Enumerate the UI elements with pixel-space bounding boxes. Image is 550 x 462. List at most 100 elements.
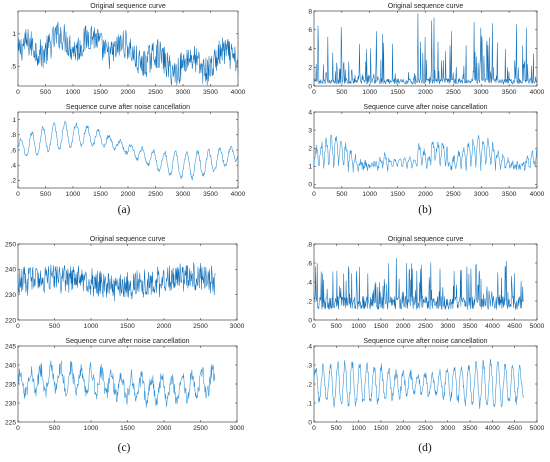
x-tick-label: 4000 bbox=[530, 191, 545, 198]
x-tick-label: 4000 bbox=[530, 89, 545, 96]
x-tick-label: 2500 bbox=[193, 323, 208, 330]
x-tick-label: 4500 bbox=[507, 425, 522, 432]
subplot-title: Sequence curve after noise cancellation bbox=[65, 338, 189, 345]
y-tick-label: 2 bbox=[308, 65, 312, 72]
series-line bbox=[313, 13, 538, 85]
y-tick-label: .2 bbox=[307, 298, 313, 305]
series-line bbox=[17, 360, 216, 408]
y-tick-label: 4 bbox=[308, 46, 312, 53]
x-tick-label: 0 bbox=[16, 425, 20, 432]
x-tick-label: 2500 bbox=[148, 89, 163, 96]
x-tick-label: 0 bbox=[16, 191, 20, 198]
y-tick-label: 245 bbox=[5, 343, 16, 350]
x-tick-label: 500 bbox=[49, 323, 60, 330]
x-tick-label: 3000 bbox=[440, 323, 455, 330]
subplot-b-denoised: Sequence curve after noise cancellation 0… bbox=[308, 104, 544, 198]
x-tick-label: 0 bbox=[312, 89, 316, 96]
x-tick-label: 3000 bbox=[474, 191, 489, 198]
x-tick-label: 3000 bbox=[230, 323, 245, 330]
x-tick-label: 3500 bbox=[463, 323, 478, 330]
x-tick-label: 2000 bbox=[418, 191, 433, 198]
x-tick-label: 2500 bbox=[446, 191, 461, 198]
x-tick-label: 4000 bbox=[231, 191, 246, 198]
x-tick-label: 3000 bbox=[176, 89, 191, 96]
y-tick-label: 240 bbox=[5, 362, 16, 369]
x-tick-label: 2500 bbox=[418, 425, 433, 432]
x-tick-label: 3000 bbox=[440, 425, 455, 432]
y-tick-label: .4 bbox=[307, 343, 313, 350]
x-tick-label: 0 bbox=[16, 89, 20, 96]
y-tick-label: .4 bbox=[307, 279, 313, 286]
series-line bbox=[313, 258, 524, 310]
x-tick-label: 1000 bbox=[66, 89, 81, 96]
x-tick-label: 3500 bbox=[463, 425, 478, 432]
x-tick-label: 3000 bbox=[176, 191, 191, 198]
x-tick-label: 1500 bbox=[120, 425, 135, 432]
x-tick-label: 500 bbox=[40, 89, 51, 96]
x-tick-label: 0 bbox=[16, 323, 20, 330]
series-line bbox=[17, 21, 239, 86]
subplot-title: Sequence curve after noise cancellation bbox=[66, 104, 190, 111]
x-tick-label: 1000 bbox=[351, 323, 366, 330]
y-tick-label: .2 bbox=[307, 381, 313, 388]
x-tick-label: 1500 bbox=[390, 191, 405, 198]
y-tick-label: 0 bbox=[308, 419, 312, 426]
x-tick-label: 2000 bbox=[157, 323, 172, 330]
plot-area bbox=[313, 111, 538, 189]
x-tick-label: 2500 bbox=[446, 89, 461, 96]
x-tick-label: 500 bbox=[40, 191, 51, 198]
x-tick-label: 3500 bbox=[502, 191, 517, 198]
y-tick-label: 225 bbox=[5, 419, 16, 426]
y-tick-label: .1 bbox=[307, 400, 313, 407]
x-tick-label: 1500 bbox=[93, 191, 108, 198]
x-tick-label: 2000 bbox=[157, 425, 172, 432]
x-tick-label: 500 bbox=[49, 425, 60, 432]
subplot-title: Original sequence curve bbox=[388, 236, 464, 243]
y-tick-label: 250 bbox=[5, 241, 16, 248]
x-tick-label: 500 bbox=[331, 323, 342, 330]
subplot-a-denoised: Sequence curve after noise cancellation 0… bbox=[11, 104, 246, 198]
x-tick-label: 2500 bbox=[193, 425, 208, 432]
y-tick-label: 8 bbox=[308, 8, 312, 15]
x-tick-label: 1500 bbox=[390, 89, 405, 96]
subfigure-label: (c) bbox=[118, 442, 131, 454]
x-tick-label: 2000 bbox=[396, 425, 411, 432]
y-tick-label: 1 bbox=[12, 117, 16, 124]
y-tick-label: .3 bbox=[307, 362, 313, 369]
x-tick-label: 1000 bbox=[351, 425, 366, 432]
y-tick-label: .6 bbox=[307, 260, 313, 267]
y-tick-label: .8 bbox=[11, 132, 17, 139]
x-tick-label: 2500 bbox=[418, 323, 433, 330]
y-tick-label: .2 bbox=[11, 178, 17, 185]
x-tick-label: 1500 bbox=[374, 425, 389, 432]
x-tick-label: 0 bbox=[312, 191, 316, 198]
x-tick-label: 2000 bbox=[418, 89, 433, 96]
subplot-title: Original sequence curve bbox=[388, 3, 464, 10]
x-tick-label: 0 bbox=[312, 323, 316, 330]
subplot-d-denoised: Sequence curve after noise cancellation 0… bbox=[307, 338, 545, 432]
x-tick-label: 4000 bbox=[485, 425, 500, 432]
y-tick-label: 230 bbox=[5, 400, 16, 407]
y-tick-label: .5 bbox=[11, 64, 17, 71]
x-tick-label: 2000 bbox=[396, 323, 411, 330]
x-tick-label: 0 bbox=[312, 425, 316, 432]
subplot-title: Sequence curve after noise cancellation bbox=[363, 338, 487, 345]
x-tick-label: 2000 bbox=[121, 89, 136, 96]
x-tick-label: 4000 bbox=[231, 89, 246, 96]
subplot-d-original: Original sequence curve 0 500 1000 1500 2000 2… bbox=[307, 236, 545, 454]
y-tick-label: 4 bbox=[308, 109, 312, 116]
series-line bbox=[17, 120, 239, 181]
x-tick-label: 5000 bbox=[530, 323, 545, 330]
x-tick-label: 3000 bbox=[230, 425, 245, 432]
y-tick-label: 2 bbox=[308, 145, 312, 152]
x-tick-label: 2500 bbox=[148, 191, 163, 198]
x-tick-label: 4500 bbox=[507, 323, 522, 330]
y-tick-label: .6 bbox=[11, 147, 17, 154]
subfigure-label: (d) bbox=[418, 442, 432, 454]
x-tick-label: 5000 bbox=[530, 425, 545, 432]
y-tick-label: 0 bbox=[308, 317, 312, 324]
x-tick-label: 500 bbox=[331, 425, 342, 432]
subfigure-label: (a) bbox=[118, 204, 131, 216]
